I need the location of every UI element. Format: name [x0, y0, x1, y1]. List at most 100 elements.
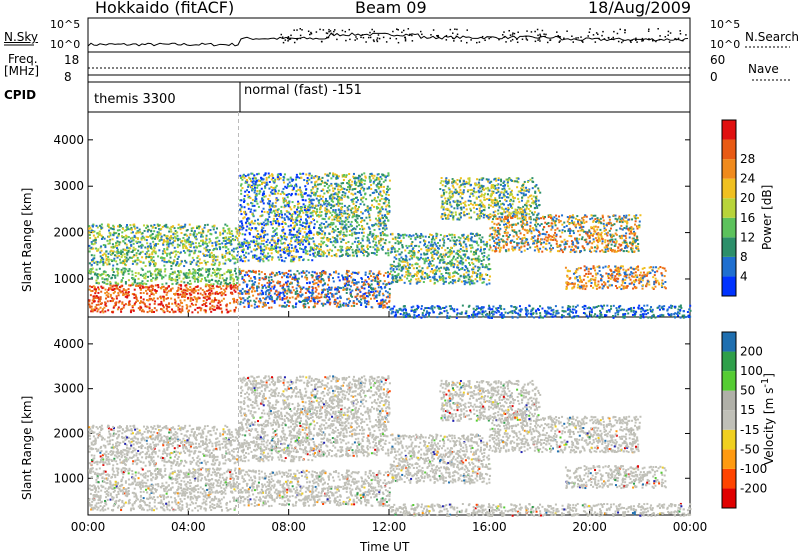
power-cell	[108, 287, 111, 290]
velocity-cell	[163, 470, 166, 473]
power-cell	[233, 269, 236, 272]
nsearch-point	[617, 40, 620, 43]
power-cell	[226, 285, 229, 288]
velocity-cell	[122, 460, 125, 463]
power-cell	[219, 303, 222, 306]
power-cell	[185, 261, 188, 264]
power-cell	[131, 250, 134, 253]
nsearch-point	[341, 29, 344, 32]
power-cell	[177, 237, 180, 240]
power-cell	[93, 261, 96, 264]
velocity-cell	[169, 472, 172, 475]
velocity-cell	[139, 460, 142, 463]
velocity-cell	[177, 428, 180, 431]
power-cell	[144, 305, 147, 308]
power-cell	[124, 238, 127, 241]
velocity-cell	[152, 484, 155, 487]
velocity-cell	[296, 410, 299, 413]
power-cell	[214, 231, 217, 234]
velocity-cell	[298, 412, 301, 415]
power-cell	[258, 184, 261, 187]
velocity-cell	[180, 427, 183, 430]
velocity-cell	[203, 507, 206, 510]
power-cell	[185, 304, 188, 307]
nsearch-point	[290, 34, 292, 37]
velocity-cell	[240, 446, 243, 449]
power-cell	[101, 236, 104, 239]
power-cell	[101, 309, 104, 312]
power-cell	[154, 273, 157, 276]
power-cell	[230, 287, 233, 290]
velocity-cell	[229, 459, 232, 462]
nsearch-point	[539, 33, 541, 36]
power-cell	[107, 255, 110, 258]
power-cell	[121, 290, 124, 293]
velocity-cell	[133, 424, 136, 427]
nsearch-point	[530, 31, 533, 33]
power-cell	[294, 224, 297, 227]
velocity-cell	[233, 477, 236, 480]
nsearch-point	[369, 36, 372, 39]
power-cell	[116, 274, 119, 277]
power-cell	[157, 255, 160, 258]
velocity-cell	[98, 434, 101, 437]
power-cell	[116, 252, 119, 255]
nsearch-point	[454, 28, 456, 30]
power-cell	[145, 251, 148, 254]
power-cell	[92, 234, 95, 237]
power-cell	[208, 270, 211, 273]
power-cell	[229, 309, 232, 312]
power-cell	[169, 277, 172, 280]
power-cell	[187, 272, 190, 275]
velocity-cell	[189, 497, 192, 500]
velocity-cell	[201, 429, 204, 432]
power-cell	[114, 303, 117, 306]
velocity-cell	[144, 446, 147, 449]
velocity-cell	[225, 470, 228, 473]
nsearch-point	[592, 34, 595, 36]
velocity-cell	[180, 486, 183, 489]
nsearch-point	[602, 30, 604, 33]
velocity-cell	[97, 502, 100, 505]
power-cell	[122, 227, 125, 230]
velocity-cell	[206, 424, 209, 427]
velocity-cell	[120, 480, 123, 483]
velocity-cell	[102, 444, 105, 447]
power-cell	[149, 234, 152, 237]
velocity-cell	[164, 426, 167, 429]
velocity-cell	[152, 456, 155, 459]
power-cell	[218, 243, 221, 246]
power-cell	[185, 247, 188, 250]
power-cell	[188, 223, 191, 226]
power-cell	[155, 243, 158, 246]
velocity-cell	[219, 448, 222, 451]
velocity-cell	[214, 479, 217, 482]
power-cell	[162, 299, 165, 302]
velocity-cell	[137, 446, 140, 449]
velocity-cell	[221, 442, 224, 445]
power-cell	[208, 279, 211, 282]
power-cell	[138, 286, 141, 289]
power-cell	[129, 224, 132, 227]
velocity-cell	[274, 388, 277, 391]
power-cell	[312, 209, 315, 212]
velocity-cell	[267, 452, 270, 455]
power-cell	[179, 270, 182, 273]
velocity-cell	[148, 505, 151, 508]
velocity-cell	[255, 457, 258, 460]
power-cell	[91, 276, 94, 279]
velocity-cell	[135, 463, 138, 466]
power-cell	[212, 228, 215, 231]
power-cell	[92, 300, 95, 303]
velocity-cell	[240, 421, 243, 424]
power-cell	[211, 256, 214, 259]
velocity-cell	[154, 473, 157, 476]
power-cell	[152, 293, 155, 296]
power-cell	[278, 213, 281, 216]
velocity-cell	[218, 499, 221, 502]
nsearch-point	[685, 34, 687, 36]
velocity-cell	[170, 487, 173, 490]
velocity-cell	[248, 423, 251, 426]
velocity-cell	[98, 431, 101, 434]
velocity-cell	[184, 494, 187, 497]
